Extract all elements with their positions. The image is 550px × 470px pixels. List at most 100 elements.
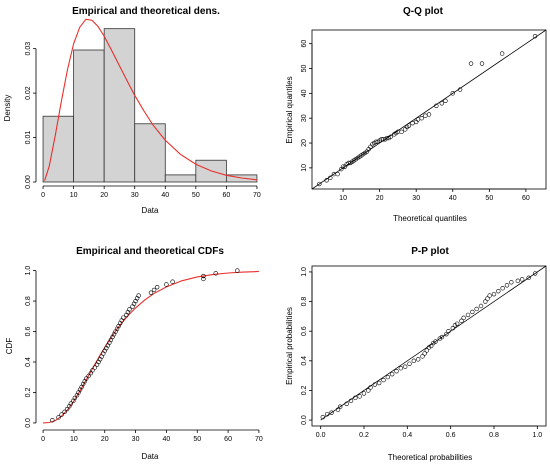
- pp-xlabel: Theoretical probabilities: [388, 453, 473, 462]
- cdf-point: [59, 412, 64, 417]
- density-title: Empirical and theoretical dens.: [72, 6, 220, 17]
- qq-xtick-label: 10: [339, 195, 347, 202]
- pp-ytick-label: 0.0: [301, 415, 308, 425]
- pp-point: [532, 271, 538, 276]
- pp-point: [433, 339, 438, 344]
- density-xtick-label: 10: [70, 192, 78, 199]
- pp-ytick-label: 0.8: [301, 297, 308, 307]
- cdf-point: [50, 418, 55, 423]
- cdf-point: [164, 282, 169, 287]
- cdf-point: [201, 276, 206, 282]
- pp-plot-area: 0.0 0.2 0.4 0.6 0.8 1.0 0.0 0.2 0.4 0.6 0.8 1.0: [301, 265, 547, 439]
- cdf-point: [92, 365, 98, 370]
- pp-point: [415, 357, 421, 362]
- qq-ytick-label: 50: [301, 65, 308, 73]
- histogram-bar: [164, 174, 197, 183]
- cdf-xtick-label: 0: [41, 436, 45, 443]
- pp-point: [344, 401, 349, 406]
- pp-point: [478, 303, 484, 309]
- qq-point: [426, 112, 432, 117]
- pp-point: [444, 331, 449, 337]
- cdf-title: Empirical and theoretical CDFs: [76, 246, 224, 257]
- pp-point: [337, 404, 343, 409]
- qq-xtick-label: 40: [449, 195, 457, 202]
- pp-xtick-label: 0.2: [359, 432, 369, 439]
- histogram-bar: [134, 123, 166, 183]
- pp-point: [394, 368, 399, 374]
- pp-point: [381, 377, 386, 383]
- cdf-point: [72, 395, 78, 401]
- panel-pp: P-P plot 0.0 0.2 0.4 0.6 0.8 1.00.00.20.40.60…: [285, 246, 547, 462]
- qq-ytick-label: 10: [301, 164, 308, 172]
- pp-xtick-label: 1.0: [532, 432, 542, 439]
- pp-point: [515, 278, 521, 284]
- qq-point: [457, 87, 463, 92]
- density-ylabel: Density: [3, 95, 12, 122]
- panel-density: Empirical and theoretical dens. 0 10 20 30 4…: [3, 6, 261, 215]
- qq-point: [468, 61, 474, 66]
- cdf-point: [170, 279, 175, 284]
- cdf-point: [201, 273, 206, 279]
- pp-point: [474, 306, 479, 312]
- density-ytick-label: 0.03: [25, 42, 32, 56]
- cdf-ytick-label: 0.2: [25, 388, 32, 398]
- qq-point: [406, 123, 412, 128]
- pp-point: [470, 309, 475, 315]
- pp-ytick-label: 0.2: [301, 385, 308, 395]
- pp-point: [407, 361, 412, 366]
- panel-qq: Q-Q plot 10 20 30 40 50 60 10 20 30 40 50 60 Theore…: [285, 6, 547, 223]
- density-xtick-label: 60: [222, 192, 230, 199]
- cdf-xtick-label: 40: [163, 436, 171, 443]
- pp-point: [437, 336, 443, 341]
- pp-title: P-P plot: [411, 246, 449, 257]
- pp-point: [372, 382, 378, 387]
- density-xtick-label: 30: [131, 192, 139, 199]
- density-xlabel: Data: [142, 206, 159, 215]
- cdf-xtick-label: 70: [255, 436, 263, 443]
- qq-ytick-label: 40: [301, 89, 308, 97]
- cdf-xtick-label: 10: [70, 436, 78, 443]
- cdf-point: [127, 307, 132, 312]
- cdf-ytick-label: 0.0: [25, 418, 32, 428]
- panel-cdf: Empirical and theoretical CDFs 0 10 20 30 40…: [5, 246, 263, 461]
- pp-point: [526, 275, 531, 281]
- density-xtick-label: 20: [100, 192, 108, 199]
- qq-point: [328, 175, 333, 181]
- cdf-point: [151, 287, 157, 293]
- cdf-point: [64, 406, 70, 412]
- pp-xtick-label: 0.6: [446, 432, 456, 439]
- pp-ytick-label: 0.4: [301, 356, 308, 366]
- density-plot-area: 0 10 20 30 40 50 60 70 0.00 0.01 0.02 0.03: [25, 18, 261, 199]
- pp-point: [496, 288, 501, 294]
- qq-point: [419, 115, 424, 121]
- pp-point: [509, 280, 514, 285]
- density-xtick-label: 40: [161, 192, 169, 199]
- pp-point: [422, 351, 427, 356]
- pp-point: [320, 414, 326, 420]
- pp-point: [385, 374, 391, 380]
- cdf-point: [62, 409, 67, 415]
- density-xtick-label: 70: [253, 192, 261, 199]
- pp-point: [366, 388, 371, 393]
- pp-point: [353, 395, 358, 401]
- histogram-bar: [73, 49, 105, 183]
- qq-xlabel: Theoretical quantiles: [393, 214, 467, 223]
- cdf-plot-area: 0 10 20 30 40 50 60 70 0.0 0.2 0.4 0.6 0.8 1.0: [25, 266, 263, 443]
- cdf-ytick-label: 0.6: [25, 327, 32, 337]
- pp-ytick-label: 1.0: [301, 267, 308, 277]
- histogram-bar: [103, 28, 136, 183]
- qq-ytick-label: 60: [301, 40, 308, 48]
- pp-point: [398, 366, 404, 371]
- pp-reference-line: [320, 266, 546, 421]
- qq-xtick-label: 50: [485, 195, 493, 202]
- pp-point: [324, 411, 330, 417]
- qq-point: [410, 120, 415, 126]
- cdf-ytick-label: 0.8: [25, 296, 32, 306]
- density-ytick-label: 0.02: [25, 86, 32, 100]
- qq-point: [423, 113, 428, 118]
- pp-point: [428, 343, 434, 349]
- pp-point: [439, 334, 445, 340]
- cdf-point: [148, 290, 154, 295]
- qq-title: Q-Q plot: [403, 6, 444, 17]
- cdf-point: [121, 315, 126, 320]
